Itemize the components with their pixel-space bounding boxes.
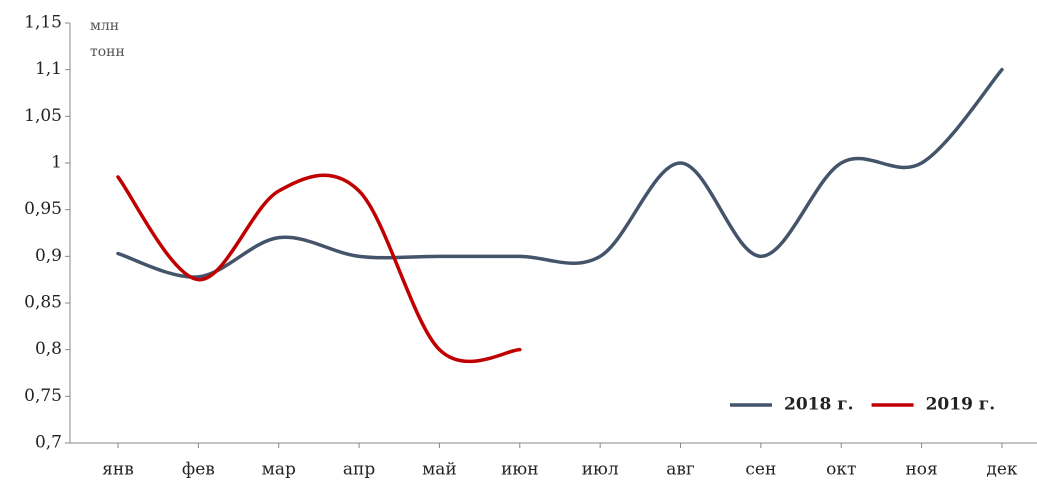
x-tick-label: окт (826, 460, 856, 480)
x-tick-label: июл (582, 460, 619, 480)
legend-label: 2019 г. (926, 395, 996, 415)
x-tick-label: июн (501, 460, 538, 480)
x-tick-label: май (422, 460, 457, 480)
y-tick-label: 0,7 (35, 433, 62, 453)
x-tick-label: янв (102, 460, 134, 480)
y-tick-label: 1,05 (24, 106, 62, 126)
y-axis-label: тонн (90, 44, 125, 60)
y-tick-label: 0,85 (24, 293, 62, 313)
y-tick-label: 0,8 (35, 339, 62, 359)
y-tick-label: 0,95 (24, 199, 62, 219)
line-series (116, 173, 522, 364)
y-tick-label: 0,75 (24, 386, 62, 406)
x-tick-label: апр (343, 460, 375, 480)
x-tick-label: сен (745, 460, 776, 480)
line-series (116, 67, 1004, 279)
x-tick-label: фев (182, 460, 215, 480)
y-axis-label: млн (90, 18, 119, 34)
legend-label: 2018 г. (784, 395, 854, 415)
y-tick-label: 1,15 (24, 13, 62, 33)
x-tick-label: дек (986, 460, 1018, 480)
x-tick-label: авг (666, 460, 695, 480)
y-tick-label: 1 (51, 153, 62, 173)
y-tick-label: 0,9 (35, 246, 62, 266)
x-tick-label: ноя (905, 460, 937, 480)
x-tick-label: мар (262, 460, 296, 480)
y-tick-label: 1,1 (35, 59, 62, 79)
